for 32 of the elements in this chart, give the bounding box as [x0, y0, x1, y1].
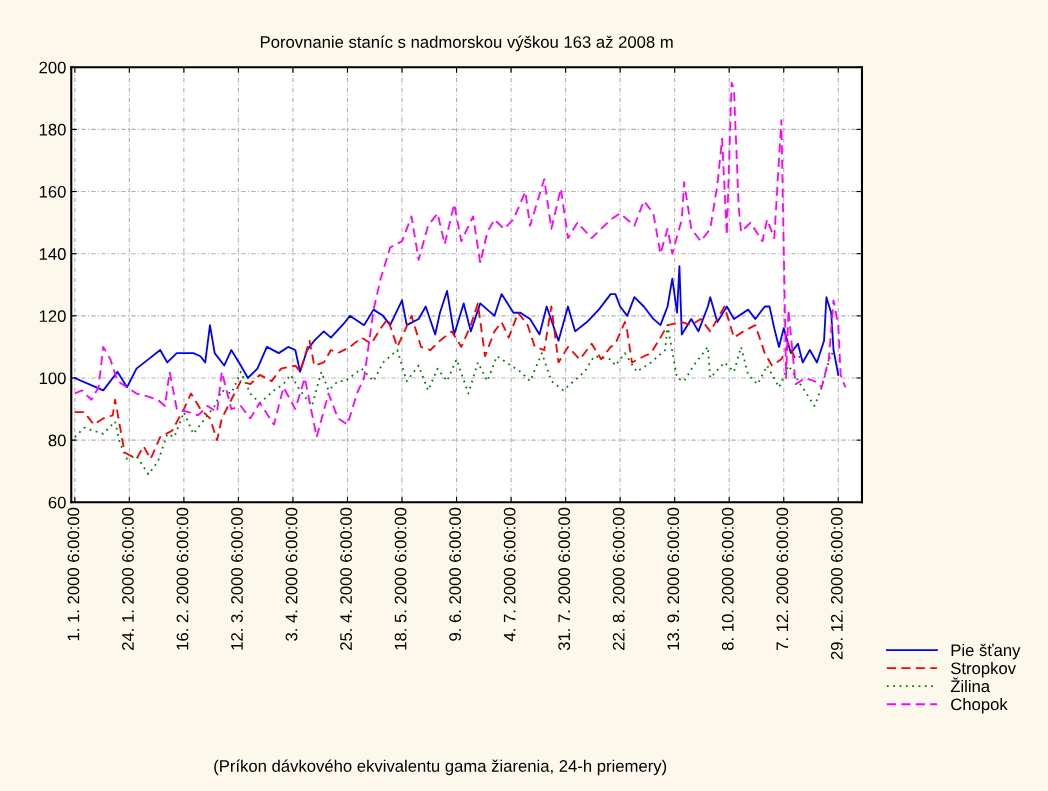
legend-label: Žilina [950, 677, 991, 693]
x-tick-label: 1. 1. 2000 6:00:00 [67, 507, 80, 641]
text: (Príkon dávkového ekvivalentu gama žiarenia, 24-h priemery) [214, 759, 667, 776]
chart-title: Porovnanie staníc s nadmorskou výškou 163 až 2008 m [260, 35, 673, 52]
y-tick-label: 140 [39, 248, 66, 260]
legend-label: Pie šťany [951, 643, 1021, 660]
y-tick-label: 120 [39, 310, 66, 323]
y-tick-label: 100 [39, 372, 66, 385]
x-tick-label: 3. 4. 2000 6:00:00 [285, 507, 298, 641]
legend-label: Stropkov [951, 661, 1016, 678]
y-tick-label: 200 [39, 61, 66, 74]
x-tick-label: 25. 4. 2000 6:00:00 [340, 507, 352, 650]
x-tick-label: 31. 7. 2000 6:00:00 [558, 507, 571, 651]
y-tick-label: 60 [48, 496, 66, 509]
x-tick-label: 29. 12. 2000 6:00:00 [830, 507, 843, 660]
x-tick-label: 13. 9. 2000 6:00:00 [667, 507, 680, 650]
x-tick-label: 12. 3. 2000 6:00:00 [231, 507, 243, 650]
x-tick-label: 16. 2. 2000 6:00:00 [176, 507, 189, 650]
x-tick-label: 18. 5. 2000 6:00:00 [394, 507, 407, 650]
line-series [73, 302, 802, 460]
x-tick-label: 22. 8. 2000 6:00:00 [612, 507, 625, 650]
x-tick-label: 7. 12. 2000 6:00:00 [776, 507, 789, 650]
x-tick-label: 24. 1. 2000 6:00:00 [122, 507, 134, 650]
line-series [73, 265, 840, 392]
x-tick-label: 4. 7. 2000 6:00:00 [503, 507, 516, 642]
y-tick-label: 180 [39, 123, 66, 136]
y-tick-label: 160 [39, 185, 66, 198]
x-tick-label: 9. 6. 2000 6:00:00 [449, 507, 462, 641]
legend-label: Chopok [951, 698, 1008, 714]
line-series [73, 81, 847, 438]
x-tick-label: 8. 10. 2000 6:00:00 [721, 507, 734, 651]
y-tick-label: 80 [48, 434, 66, 447]
